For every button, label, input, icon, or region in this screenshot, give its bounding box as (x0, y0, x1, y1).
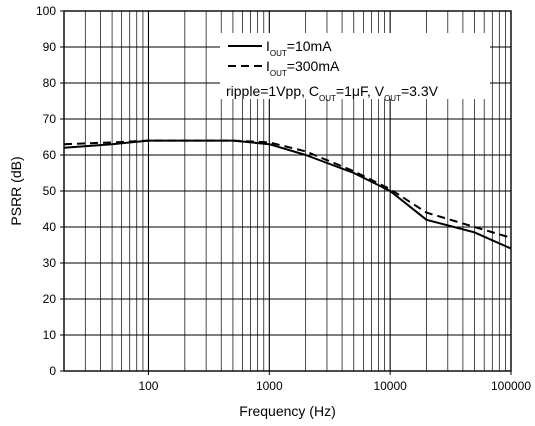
y-tick-labels: 0 10 20 30 40 50 60 70 80 90 100 (36, 4, 56, 378)
y-tick-label: 50 (43, 184, 57, 198)
y-tick-label: 10 (43, 328, 57, 342)
x-tick-labels: 100 1000 10000 100000 (138, 379, 531, 393)
x-tick-label: 100000 (491, 379, 531, 393)
x-tick-label: 100 (138, 379, 158, 393)
grid-lines (64, 11, 511, 371)
x-axis-label: Frequency (Hz) (239, 403, 335, 419)
y-tick-label: 100 (36, 4, 56, 18)
y-tick-label: 0 (49, 364, 56, 378)
legend-label-0: IOUT=10mA (266, 38, 332, 58)
y-axis-label: PSRR (dB) (8, 156, 24, 225)
legend-box (220, 33, 490, 99)
series-layer (63, 139, 512, 250)
annotation-conditions: ripple=1Vpp, COUT=1μF, VOUT=3.3V (226, 83, 439, 103)
y-tick-label: 40 (43, 220, 57, 234)
series-line-0 (63, 139, 512, 250)
y-tick-label: 80 (43, 76, 57, 90)
series-line-1 (63, 139, 512, 239)
y-tick-label: 90 (43, 40, 57, 54)
x-tick-label: 1000 (256, 379, 283, 393)
x-tick-label: 10000 (373, 379, 407, 393)
y-tick-label: 60 (43, 148, 57, 162)
tick-marks (60, 10, 512, 375)
legend-label-1: IOUT=300mA (266, 58, 340, 78)
y-tick-label: 70 (43, 112, 57, 126)
y-tick-label: 30 (43, 256, 57, 270)
y-tick-label: 20 (43, 292, 57, 306)
